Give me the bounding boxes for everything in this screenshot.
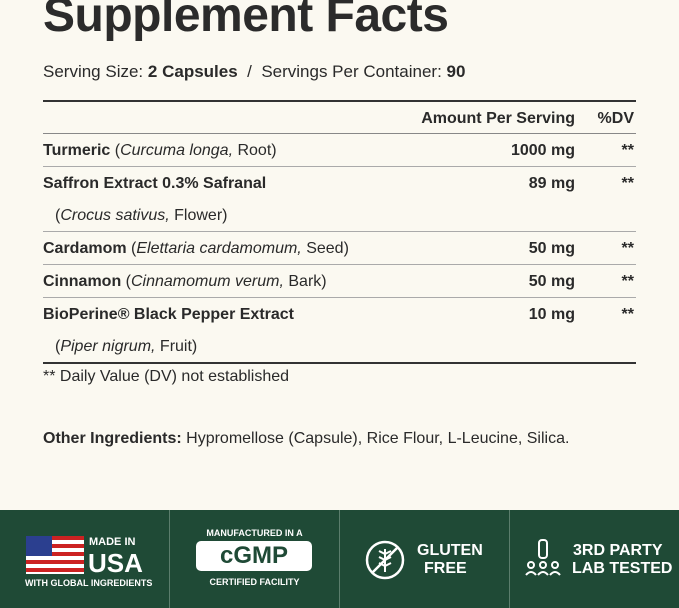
table-row: Turmeric (Curcuma longa, Root) 1000 mg ** <box>43 134 636 167</box>
source-part: ( <box>114 142 121 159</box>
ingredient-name: Cardamom <box>43 240 127 257</box>
badge-top: MANUFACTURED IN A <box>206 528 303 538</box>
other-label: Other Ingredients: <box>43 430 182 447</box>
ingredient: Saffron Extract 0.3% Safranal <box>43 175 266 193</box>
divider <box>509 510 510 608</box>
daily-value: ** <box>621 175 634 192</box>
ingredient-name: Cinnamon <box>43 273 122 290</box>
ingredient-name: BioPerine® Black Pepper Extract <box>43 306 294 323</box>
daily-value: ** <box>621 240 634 257</box>
flag-icon <box>26 536 84 574</box>
amount: 50 mg <box>528 273 575 290</box>
other-ingredients: Other Ingredients: Hypromellose (Capsule… <box>43 430 569 448</box>
badge-usa: MADE IN USA WITH GLOBAL INGREDIENTS <box>0 510 169 608</box>
source-part: Curcuma longa, <box>120 142 234 159</box>
badge-main: USA <box>88 548 143 578</box>
ingredient: Cardamom (Elettaria cardamomum, Seed) <box>43 240 349 258</box>
ingredient-source: (Crocus sativus, Flower) <box>55 207 227 225</box>
rows: Turmeric (Curcuma longa, Root) 1000 mg ** S… <box>43 134 636 362</box>
daily-value: ** <box>621 306 634 323</box>
ingredient: Turmeric (Curcuma longa, Root) <box>43 142 277 160</box>
badge-cgmp: MANUFACTURED IN A cGMP CERTIFIED FACILIT… <box>170 510 339 608</box>
source-part: ( <box>125 273 131 290</box>
badge-top: MADE IN <box>89 536 136 548</box>
ingredient-source: (Piper nigrum, Fruit) <box>55 338 197 356</box>
badge-band: MADE IN USA WITH GLOBAL INGREDIENTS MANU… <box>0 510 679 608</box>
source-part: Elettaria cardamomum, <box>136 240 302 257</box>
divider <box>169 510 170 608</box>
badge-line1: GLUTEN <box>417 542 483 559</box>
badge-line2: LAB TESTED <box>572 560 673 577</box>
source-part: Root) <box>233 142 277 159</box>
daily-value: ** <box>621 273 634 290</box>
title: Supplement Facts <box>43 0 449 42</box>
facts-table: Amount Per Serving %DV Turmeric (Curcuma… <box>43 100 636 364</box>
badge-lab: 3RD PARTY LAB TESTED <box>510 510 679 608</box>
ingredient: Cinnamon (Cinnamomum verum, Bark) <box>43 273 327 291</box>
badge-bottom: WITH GLOBAL INGREDIENTS <box>25 578 153 588</box>
serving-size-label: Serving Size: <box>43 62 144 81</box>
table-row: Cardamom (Elettaria cardamomum, Seed) 50 … <box>43 232 636 265</box>
serving-size-value: 2 Capsules <box>147 62 238 81</box>
ingredient-name: Saffron Extract 0.3% Safranal <box>43 175 267 192</box>
separator: / <box>247 62 252 81</box>
source-part: ( <box>131 240 137 257</box>
table-header: Amount Per Serving %DV <box>43 102 636 134</box>
badge-bottom: CERTIFIED FACILITY <box>209 577 300 587</box>
badge-main: cGMP <box>196 541 312 571</box>
table-row: BioPerine® Black Pepper Extract (Piper ni… <box>43 298 636 362</box>
source-part: Crocus sativus, <box>60 207 170 224</box>
divider <box>339 510 340 608</box>
source-part: Fruit) <box>155 338 198 355</box>
amount: 1000 mg <box>510 142 575 159</box>
ingredient-name: Turmeric <box>43 142 111 159</box>
source-part: Piper nigrum, <box>60 338 156 355</box>
wheat-icon <box>365 540 405 580</box>
badge-gluten: GLUTEN FREE <box>340 510 509 608</box>
amount-header: Amount Per Serving <box>421 110 575 127</box>
source-part: ( <box>55 207 61 224</box>
source-part: ( <box>55 338 61 355</box>
footnote: ** Daily Value (DV) not established <box>43 368 290 385</box>
table-row: Saffron Extract 0.3% Safranal (Crocus sat… <box>43 167 636 232</box>
dv-header: %DV <box>597 110 634 127</box>
source-part: Flower) <box>169 207 228 224</box>
table-row: Cinnamon (Cinnamomum verum, Bark) 50 mg ** <box>43 265 636 298</box>
ingredient: BioPerine® Black Pepper Extract <box>43 306 294 324</box>
serving-line: Serving Size: 2 Capsules / Servings Per … <box>43 62 465 82</box>
source-part: Bark) <box>283 273 327 290</box>
badge-line1: 3RD PARTY <box>573 542 663 559</box>
daily-value: ** <box>621 142 634 159</box>
source-part: Cinnamomum verum, <box>131 273 284 290</box>
badge-line2: FREE <box>424 560 467 577</box>
amount: 89 mg <box>528 175 575 192</box>
servings-value: 90 <box>446 62 466 81</box>
other-text: Hypromellose (Capsule), Rice Flour, L-Le… <box>186 430 570 447</box>
amount: 10 mg <box>528 306 575 323</box>
amount: 50 mg <box>528 240 575 257</box>
source-part: Seed) <box>301 240 349 257</box>
lab-icon <box>525 539 561 576</box>
servings-label: Servings Per Container: <box>261 62 442 81</box>
